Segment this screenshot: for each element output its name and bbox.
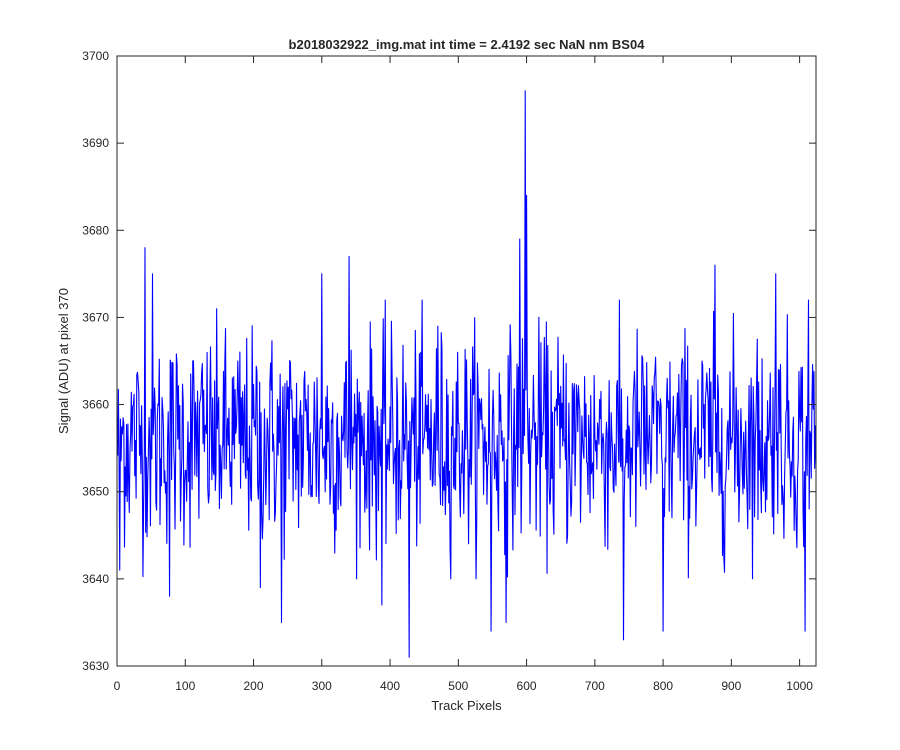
y-tick-label: 3630	[82, 659, 109, 673]
y-tick-label: 3660	[82, 398, 109, 412]
x-tick-label: 400	[380, 679, 400, 693]
x-tick-label: 500	[448, 679, 468, 693]
y-tick-label: 3640	[82, 572, 109, 586]
x-tick-label: 0	[114, 679, 121, 693]
x-tick-label: 900	[721, 679, 741, 693]
chart-title: b2018032922_img.mat int time = 2.4192 se…	[289, 37, 646, 52]
y-tick-label: 3680	[82, 223, 109, 237]
axes-box	[116, 55, 817, 667]
y-axis-label: Signal (ADU) at pixel 370	[56, 288, 71, 434]
x-tick-label: 200	[244, 679, 264, 693]
y-tick-label: 3650	[82, 485, 109, 499]
y-tick-label: 3700	[82, 49, 109, 63]
x-tick-label: 1000	[786, 679, 813, 693]
x-tick-label: 300	[312, 679, 332, 693]
x-tick-label: 100	[175, 679, 195, 693]
x-axis-ticks: 0 100 200 300 400 500 600 700 800 900 1000	[114, 56, 813, 693]
x-tick-label: 600	[517, 679, 537, 693]
y-tick-label: 3690	[82, 136, 109, 150]
series-layer	[117, 90, 817, 658]
y-tick-label: 3670	[82, 310, 109, 324]
x-axis-label: Track Pixels	[431, 698, 502, 713]
x-tick-label: 700	[585, 679, 605, 693]
signal-series-line	[117, 90, 817, 658]
x-tick-label: 800	[653, 679, 673, 693]
y-axis-ticks: 3630 3640 3650 3660 3670 3680 3690 3700	[82, 49, 816, 673]
